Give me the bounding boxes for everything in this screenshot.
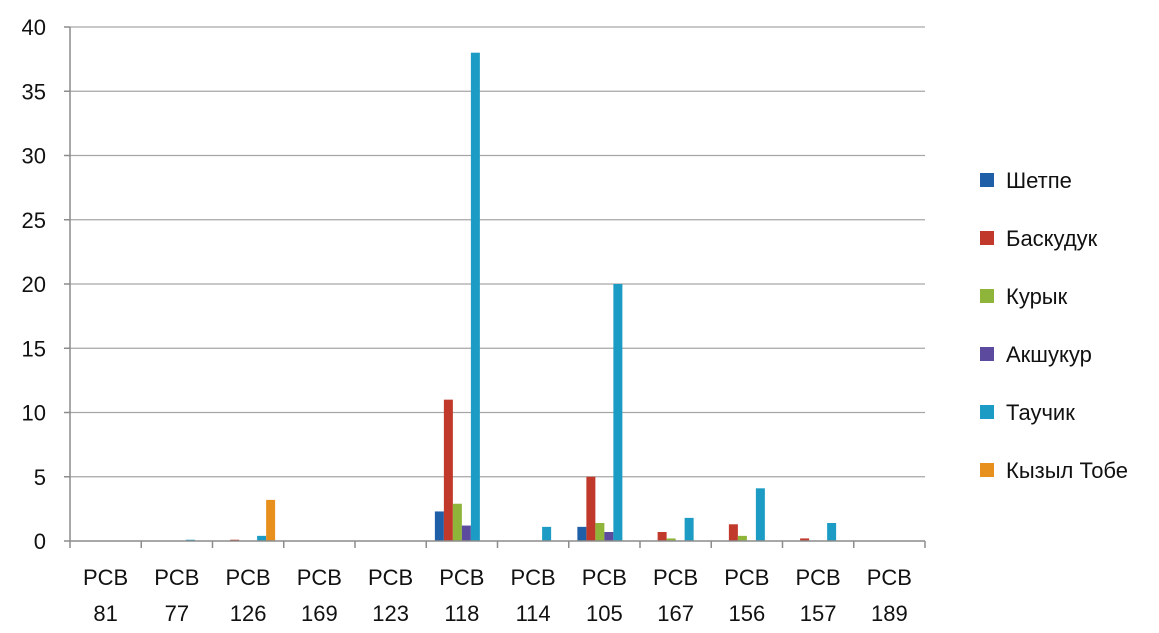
x-category-label: 126 xyxy=(230,601,267,626)
bar xyxy=(755,488,765,541)
x-category-label: 123 xyxy=(372,601,409,626)
legend-swatch xyxy=(980,173,994,187)
y-tick-label: 5 xyxy=(34,465,46,490)
y-tick-label: 35 xyxy=(22,79,46,104)
y-tick-label: 20 xyxy=(22,272,46,297)
x-category-label: 156 xyxy=(729,601,766,626)
y-tick-label: 30 xyxy=(22,144,46,169)
x-category-label: PCB xyxy=(724,565,769,590)
y-tick-label: 10 xyxy=(22,401,46,426)
x-category-label: PCB xyxy=(653,565,698,590)
legend-swatch xyxy=(980,289,994,303)
x-category-label: 118 xyxy=(444,601,479,626)
x-category-label: 81 xyxy=(93,601,117,626)
bar xyxy=(452,503,462,541)
x-category-label: PCB xyxy=(511,565,556,590)
legend-label: Шетпе xyxy=(1006,168,1072,193)
axes xyxy=(64,26,926,548)
x-category-label: 114 xyxy=(516,601,551,626)
x-category-label: PCB xyxy=(867,565,912,590)
x-category-label: 189 xyxy=(871,601,908,626)
x-category-label: PCB xyxy=(297,565,342,590)
x-category-label: 169 xyxy=(301,601,338,626)
bar xyxy=(737,535,747,541)
legend-label: Таучик xyxy=(1006,400,1075,425)
bar xyxy=(684,517,694,541)
x-category-label: PCB xyxy=(796,565,841,590)
x-category-label: 167 xyxy=(657,601,694,626)
bar xyxy=(728,524,738,541)
x-category-label: PCB xyxy=(368,565,413,590)
x-category-label: PCB xyxy=(439,565,484,590)
bar xyxy=(443,399,453,541)
bar xyxy=(542,526,552,541)
legend-swatch xyxy=(980,405,994,419)
y-axis-tick-labels: 0 5 10 15 20 25 30 35 40 xyxy=(22,15,46,554)
bar xyxy=(827,523,837,541)
bar xyxy=(657,532,667,541)
y-tick-label: 25 xyxy=(22,208,46,233)
bar xyxy=(266,499,276,541)
bar xyxy=(800,538,810,541)
bar xyxy=(470,52,480,541)
x-category-label: PCB xyxy=(83,565,128,590)
x-category-label: PCB xyxy=(582,565,627,590)
legend-label: Курык xyxy=(1006,284,1068,309)
x-category-label: PCB xyxy=(154,565,199,590)
legend-label: Кызыл Тобе xyxy=(1006,458,1128,483)
y-tick-label: 40 xyxy=(22,15,46,40)
x-category-label: 105 xyxy=(586,601,623,626)
x-category-label: 77 xyxy=(165,601,189,626)
bar xyxy=(666,538,676,541)
y-tick-label: 0 xyxy=(34,529,46,554)
bar xyxy=(577,526,587,541)
legend-label: Баскудук xyxy=(1006,226,1098,251)
legend-swatch xyxy=(980,463,994,477)
legend: Шетпе Баскудук Курык Акшукур Таучик Кызыл Тоб… xyxy=(980,168,1128,483)
gridlines xyxy=(70,26,925,478)
bars xyxy=(185,52,837,541)
legend-label: Акшукур xyxy=(1006,342,1092,367)
x-axis-category-labels: PCB 81 PCB 77 PCB 126 PCB 169 PCB 123 PCB 118 PCB 114… xyxy=(83,565,912,626)
x-category-label: 157 xyxy=(800,601,837,626)
bar xyxy=(257,535,267,541)
bar xyxy=(461,525,471,541)
bar xyxy=(586,476,596,541)
y-tick-label: 15 xyxy=(22,336,46,361)
bar xyxy=(604,532,614,541)
legend-swatch xyxy=(980,231,994,245)
bar xyxy=(595,523,605,541)
bar xyxy=(434,511,444,541)
legend-swatch xyxy=(980,347,994,361)
bar xyxy=(613,284,623,541)
x-category-label: PCB xyxy=(226,565,271,590)
